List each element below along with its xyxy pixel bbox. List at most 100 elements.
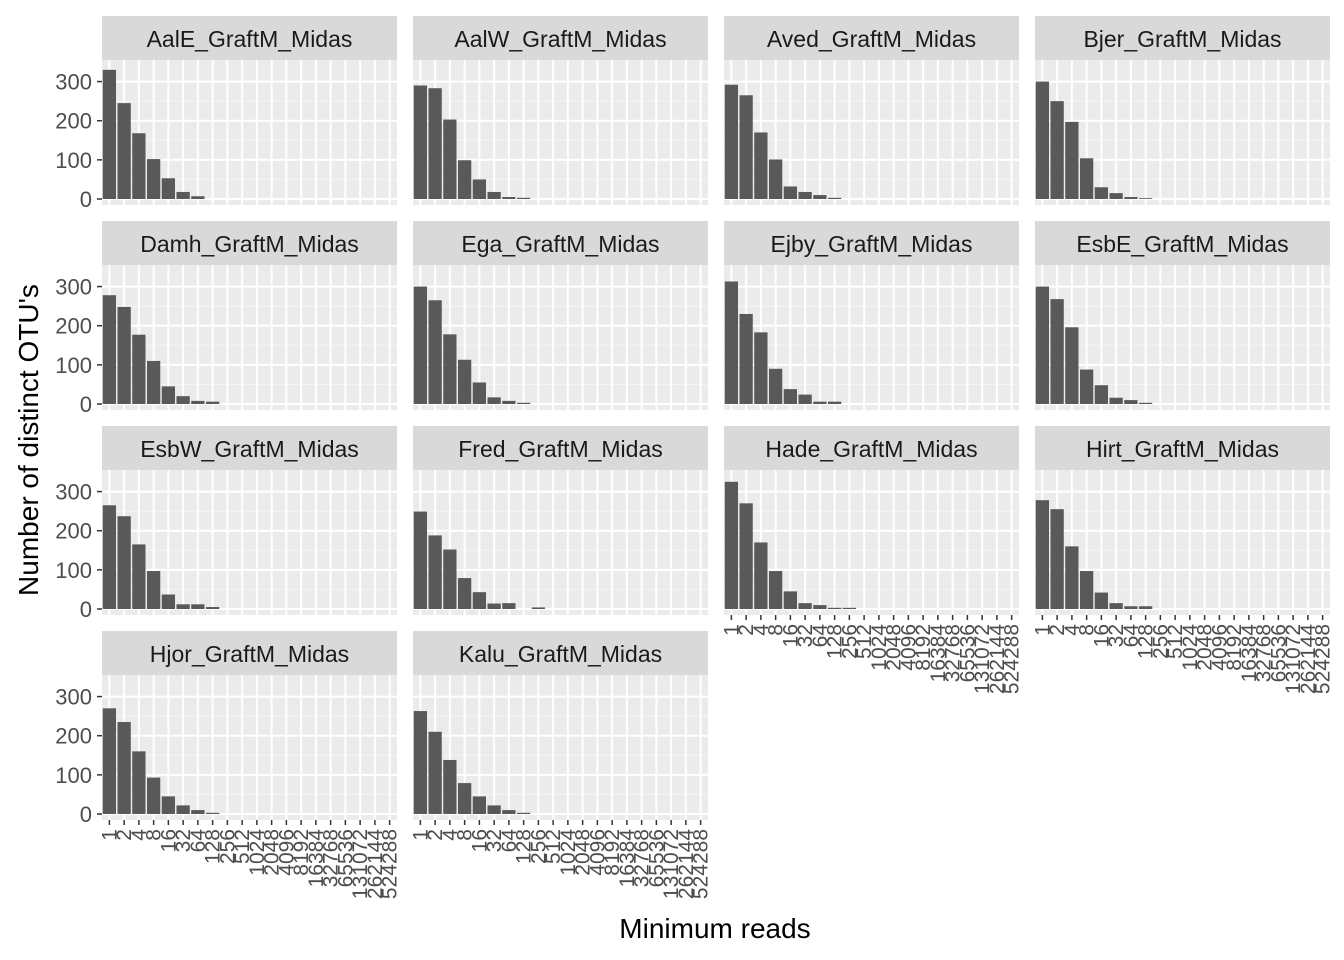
x-tick-label: 4096 — [897, 624, 920, 671]
x-tick-label: 64 — [1120, 624, 1143, 648]
facet-strip — [413, 631, 708, 675]
y-tick-label: 100 — [55, 353, 92, 378]
facet-strip — [724, 221, 1019, 265]
facet-panel: Hade_GraftM_Midas 12481632641282565121024… — [720, 426, 1024, 694]
bar — [117, 103, 131, 199]
facet-strip — [413, 426, 708, 470]
bar — [1138, 402, 1153, 404]
x-tick-label: 1024 — [1179, 624, 1202, 671]
bar — [813, 195, 827, 199]
x-tick-label: 65536 — [956, 624, 979, 682]
bar — [768, 571, 783, 609]
x-tick-label: 1 — [1031, 624, 1054, 636]
bar — [205, 812, 220, 814]
x-tick-label: 2 — [735, 624, 758, 636]
bar — [724, 84, 739, 199]
x-tick-label: 64 — [498, 829, 521, 853]
facet-strip — [1035, 221, 1330, 265]
bar — [176, 805, 190, 814]
bar — [1035, 500, 1050, 609]
bar — [502, 400, 516, 404]
bar — [1065, 327, 1079, 404]
bar — [1109, 397, 1123, 404]
bar — [205, 607, 220, 609]
bar — [176, 191, 190, 199]
bar — [531, 607, 546, 609]
x-tick-label: 1 — [98, 829, 121, 841]
facet-panel: AalE_GraftM_Midas 0 100 200 300 — [55, 16, 397, 212]
bar — [428, 731, 442, 814]
x-tick-label: 8192 — [290, 829, 313, 876]
bar — [516, 812, 531, 814]
bar — [132, 751, 146, 814]
facet-panel: Bjer_GraftM_Midas — [1035, 16, 1330, 205]
x-tick-label: 32768 — [631, 829, 654, 887]
x-tick-label: 2048 — [572, 829, 595, 876]
x-tick-label: 512 — [542, 829, 565, 864]
facet-title: Ega_GraftM_Midas — [461, 231, 659, 257]
bar — [487, 191, 501, 199]
x-tick-label: 1 — [409, 829, 432, 841]
bar — [457, 578, 472, 609]
bar — [457, 160, 472, 199]
y-tick-label: 200 — [55, 724, 92, 749]
y-tick-label: 100 — [55, 558, 92, 583]
facet-title: Hirt_GraftM_Midas — [1086, 436, 1279, 462]
bar — [1079, 571, 1094, 609]
x-tick-label: 524288 — [690, 829, 713, 899]
x-tick-label: 2 — [1046, 624, 1069, 636]
facet-title: AalE_GraftM_Midas — [147, 26, 353, 52]
y-tick-label: 300 — [55, 685, 92, 710]
facet-title: Fred_GraftM_Midas — [458, 436, 663, 462]
x-tick-label: 128 — [1135, 624, 1158, 659]
y-tick-label: 0 — [80, 802, 92, 827]
facet-strip — [724, 426, 1019, 470]
facet-strip — [413, 221, 708, 265]
x-tick-label: 32 — [483, 829, 506, 852]
bar — [191, 604, 205, 609]
facet-title: Aved_GraftM_Midas — [767, 26, 976, 52]
facet-panel: EsbW_GraftM_Midas 0 100 200 300 — [55, 426, 397, 622]
facet-panels: AalE_GraftM_Midas 0 100 200 300 AalW_GraftM_M… — [55, 16, 1335, 899]
bar — [428, 88, 442, 199]
x-tick-label: 1024 — [246, 829, 269, 876]
bar — [798, 603, 812, 609]
facet-title: AalW_GraftM_Midas — [454, 26, 666, 52]
bar — [768, 159, 783, 199]
facet-title: Ejby_GraftM_Midas — [771, 231, 973, 257]
bar — [161, 796, 176, 814]
facet-strip — [102, 16, 397, 60]
x-tick-label: 4 — [128, 829, 151, 841]
facet-panel: Ega_GraftM_Midas — [413, 221, 708, 410]
y-tick-label: 200 — [55, 109, 92, 134]
bar — [739, 313, 753, 404]
y-tick-label: 100 — [55, 148, 92, 173]
x-tick-label: 2048 — [1194, 624, 1217, 671]
bar — [146, 360, 161, 404]
x-tick-label: 4 — [439, 829, 462, 841]
bar — [161, 594, 176, 609]
bar — [413, 286, 428, 404]
bar — [487, 603, 501, 609]
bar — [842, 607, 857, 609]
x-tick-label: 128 — [824, 624, 847, 659]
y-tick-label: 200 — [55, 519, 92, 544]
x-tick-label: 16 — [157, 829, 180, 852]
x-tick-label: 524288 — [379, 829, 402, 899]
facet-title: Kalu_GraftM_Midas — [459, 641, 662, 667]
bar — [502, 810, 516, 814]
bar — [487, 397, 501, 404]
x-tick-label: 8192 — [601, 829, 624, 876]
bar — [754, 542, 768, 609]
y-tick-label: 0 — [80, 187, 92, 212]
bar — [161, 386, 176, 404]
x-tick-label: 256 — [216, 829, 239, 864]
bar — [813, 401, 827, 404]
bar — [1109, 603, 1123, 609]
bar — [1109, 193, 1123, 199]
bar — [798, 191, 812, 199]
bar — [813, 605, 827, 609]
bar — [739, 503, 753, 609]
x-tick-label: 1024 — [557, 829, 580, 876]
facet-strip — [1035, 16, 1330, 60]
